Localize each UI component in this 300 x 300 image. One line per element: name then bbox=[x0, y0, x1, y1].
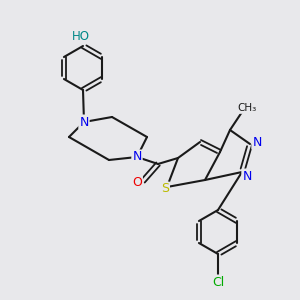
Text: N: N bbox=[132, 151, 142, 164]
Text: S: S bbox=[161, 182, 169, 196]
Text: CH₃: CH₃ bbox=[237, 103, 256, 113]
Text: HO: HO bbox=[72, 29, 90, 43]
Text: N: N bbox=[252, 136, 262, 148]
Text: N: N bbox=[79, 116, 89, 128]
Text: O: O bbox=[132, 176, 142, 190]
Text: N: N bbox=[242, 169, 252, 182]
Text: Cl: Cl bbox=[212, 275, 224, 289]
